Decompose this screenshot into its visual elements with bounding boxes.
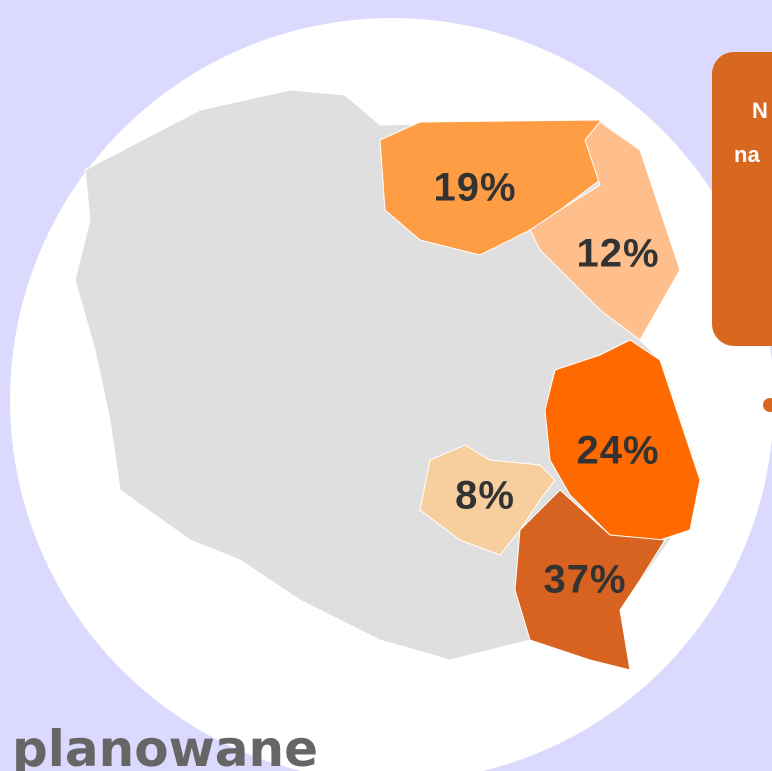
region-label: 37% [543,558,626,602]
region-label: 19% [433,166,516,210]
callout-box [712,52,772,346]
callout-text: N [752,98,768,123]
callout-dot [763,398,772,412]
caption: planowane [12,720,318,771]
region [419,444,556,556]
region [529,121,681,341]
region-label: 8% [455,474,515,518]
region [514,489,666,671]
region [544,339,701,541]
callout-text: na [734,142,760,167]
region-label: 24% [576,429,659,473]
map: 19% 12% 24% 8% 37% [74,89,701,671]
region-label: 12% [576,232,659,276]
